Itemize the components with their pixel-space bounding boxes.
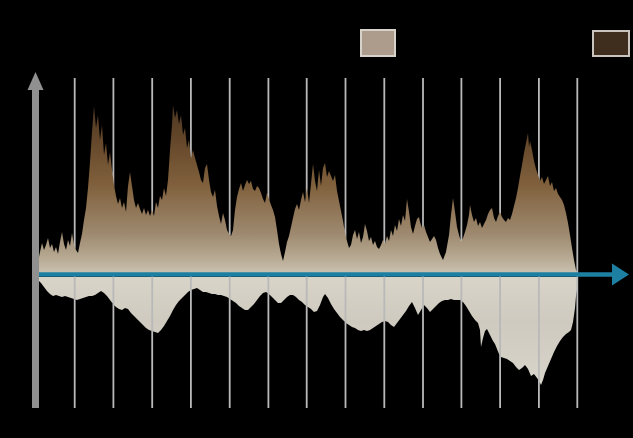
legend-layer (360, 29, 630, 57)
y-axis-arrowhead (27, 72, 44, 90)
above-baseline-area-series (38, 105, 578, 276)
x-axis-arrowhead (612, 263, 629, 286)
legend-swatch-below-baseline (360, 29, 396, 57)
above-area-layer (38, 105, 578, 276)
y-axis-layer (27, 72, 44, 408)
below-area-layer (38, 277, 577, 385)
below-baseline-area-series (38, 277, 577, 385)
x-axis-layer (36, 263, 629, 286)
legend-swatch-above-baseline (592, 30, 630, 57)
